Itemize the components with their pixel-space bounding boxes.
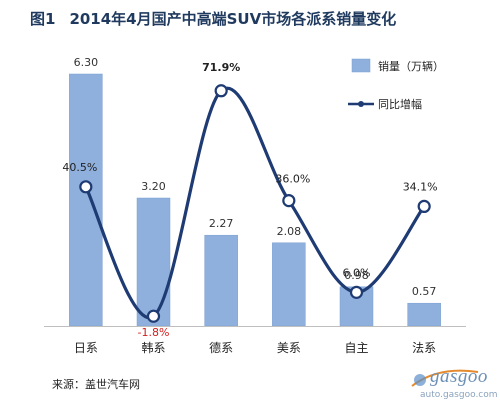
growth-point-4 bbox=[282, 193, 296, 208]
category-label: 法系 bbox=[412, 341, 436, 355]
bar-4 bbox=[272, 242, 306, 327]
bar-1 bbox=[69, 73, 103, 327]
category-label: 韩系 bbox=[141, 340, 165, 355]
title-text: 2014年4月国产中高端SUV市场各派系销量变化 bbox=[69, 10, 397, 28]
growth-value-label: 40.5% bbox=[62, 161, 97, 174]
category-label: 日系 bbox=[74, 341, 98, 355]
bar-3 bbox=[204, 234, 238, 327]
growth-value-label: 34.1% bbox=[403, 180, 438, 193]
logo-wordmark: gasgoo bbox=[430, 366, 488, 387]
bar-value-label: 0.57 bbox=[412, 285, 437, 298]
legend-bar-swatch bbox=[351, 58, 371, 73]
bar-value-label: 3.20 bbox=[141, 180, 166, 193]
growth-value-label: -1.8% bbox=[138, 326, 170, 339]
growth-point-2 bbox=[146, 309, 161, 323]
legend-bar-label: 销量（万辆） bbox=[378, 59, 444, 73]
figure-number: 图1 bbox=[30, 10, 56, 28]
bar-value-label: 2.27 bbox=[209, 217, 234, 230]
logo-url: auto.gasgoo.com bbox=[420, 390, 498, 400]
legend-line-marker bbox=[358, 101, 364, 107]
bar-value-label: 2.08 bbox=[277, 225, 302, 238]
growth-value-label: 71.9% bbox=[202, 61, 240, 74]
legend-line-label: 同比增幅 bbox=[378, 97, 422, 111]
growth-point-3 bbox=[214, 84, 228, 98]
growth-point-6 bbox=[417, 199, 431, 213]
bar-2 bbox=[136, 197, 171, 327]
growth-value-label: 36.0% bbox=[275, 173, 310, 186]
category-label: 美系 bbox=[277, 341, 301, 355]
source-note: 来源：盖世汽车网 bbox=[52, 378, 140, 391]
category-label: 自主 bbox=[344, 341, 368, 355]
bar-value-label: 6.30 bbox=[74, 56, 99, 69]
growth-value-label: 6.0% bbox=[343, 266, 371, 279]
bar-6 bbox=[407, 302, 441, 327]
bar-value-label: 0.98 bbox=[344, 269, 369, 282]
growth-line bbox=[84, 86, 426, 320]
chart-title: 图1 2014年4月国产中高端SUV市场各派系销量变化 bbox=[30, 8, 396, 29]
growth-point-1 bbox=[79, 180, 93, 194]
gasgoo-logo: gasgoo auto.gasgoo.com bbox=[408, 360, 498, 404]
category-label: 德系 bbox=[209, 340, 233, 355]
logo-swoosh-icon bbox=[411, 369, 479, 387]
growth-point-5 bbox=[349, 285, 364, 299]
